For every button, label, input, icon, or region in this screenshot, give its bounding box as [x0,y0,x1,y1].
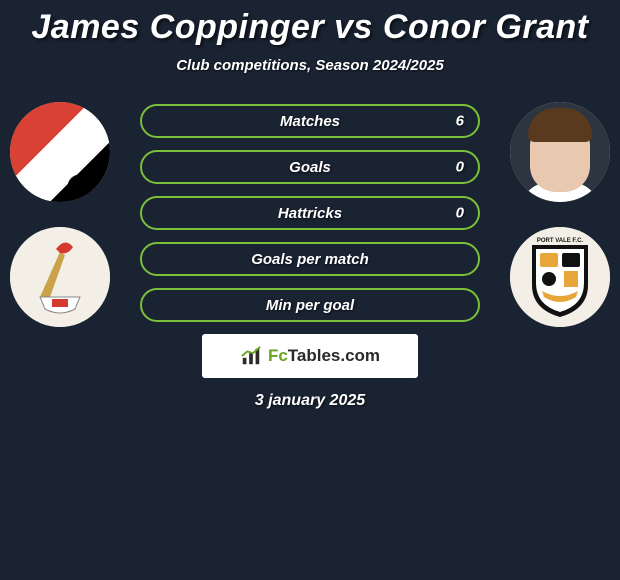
stat-label: Min per goal [266,297,354,314]
logo-main: Tables [288,346,341,365]
club-left-crest [10,227,110,327]
logo-text: FcTables.com [268,346,380,366]
stat-right-value: 0 [456,205,464,222]
club-right-crest: PORT VALE F.C. [510,227,610,327]
stat-right-value: 0 [456,159,464,176]
stat-row-goals: Goals 0 [140,150,480,184]
main-layout: PORT VALE F.C. Matches 6 Goals 0 Hattric… [0,102,620,410]
stat-label: Goals per match [251,251,369,268]
date-label: 3 january 2025 [0,392,620,410]
stats-list: Matches 6 Goals 0 Hattricks 0 Goals per … [140,102,480,322]
svg-text:PORT VALE F.C.: PORT VALE F.C. [537,238,584,244]
bar-chart-icon [240,345,262,367]
stat-row-matches: Matches 6 [140,104,480,138]
player-left-avatar-art [10,102,110,202]
club-right-crest-art: PORT VALE F.C. [510,227,610,327]
page-title: James Coppinger vs Conor Grant [0,8,620,47]
stat-label: Goals [289,159,331,176]
logo-suffix: .com [340,346,380,365]
stat-label: Matches [280,113,340,130]
comparison-card: James Coppinger vs Conor Grant Club comp… [0,0,620,410]
stat-row-hattricks: Hattricks 0 [140,196,480,230]
logo-prefix: Fc [268,346,288,365]
subtitle: Club competitions, Season 2024/2025 [0,57,620,74]
club-left-crest-art [10,227,110,327]
stat-label: Hattricks [278,205,342,222]
fctables-logo: FcTables.com [202,334,418,378]
player-right-avatar [510,102,610,202]
stat-row-min-per-goal: Min per goal [140,288,480,322]
stat-right-value: 6 [456,113,464,130]
stat-row-goals-per-match: Goals per match [140,242,480,276]
player-left-avatar [10,102,110,202]
